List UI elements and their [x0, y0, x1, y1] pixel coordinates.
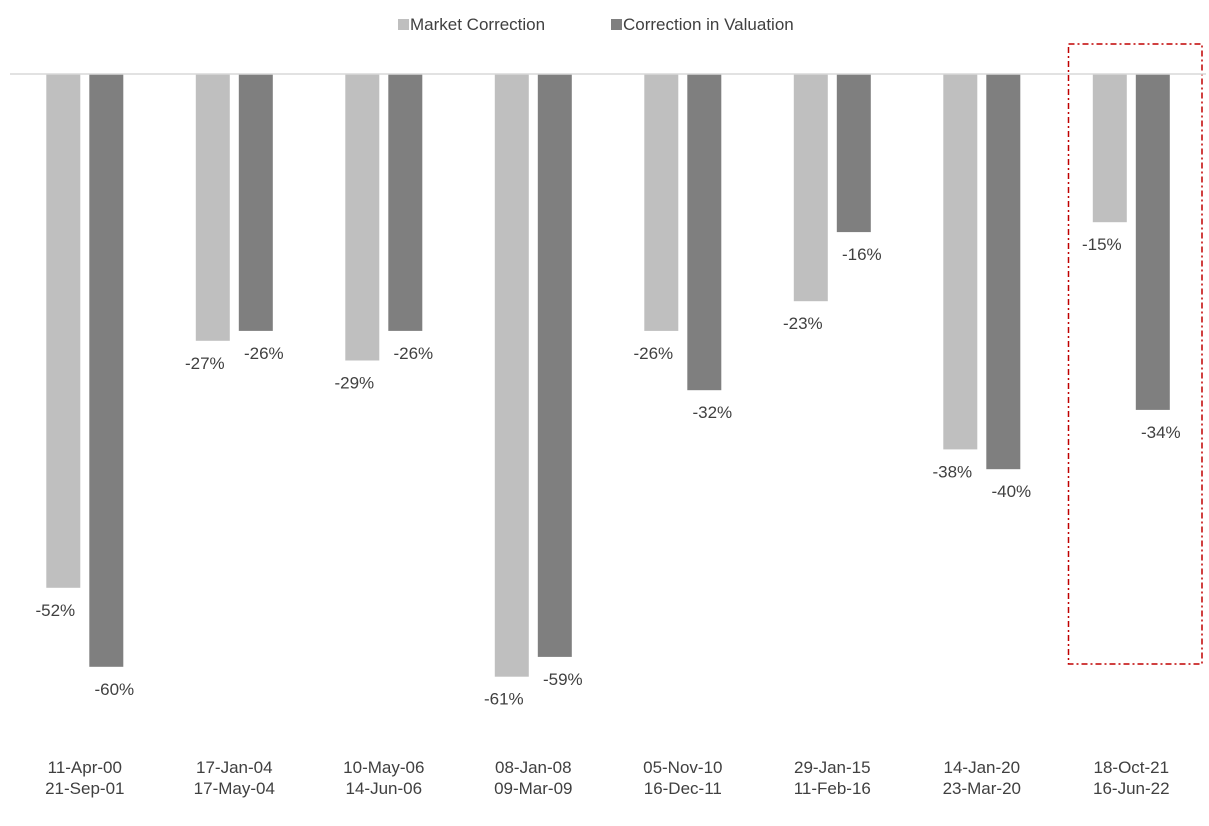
value-label-market-3: -29%: [334, 374, 374, 393]
bar-valuation-1: [89, 74, 124, 667]
category-labels-group: 11-Apr-00 21-Sep-01 17-Jan-04 17-May-04 10-M…: [45, 758, 1169, 798]
value-label-market-6: -23%: [783, 314, 823, 333]
category-label-3-1: 10-May-06: [343, 758, 424, 777]
bar-market-4: [494, 74, 529, 677]
bars-group: [46, 74, 1170, 677]
value-label-valuation-1: -60%: [94, 680, 134, 699]
category-label-1-2: 21-Sep-01: [45, 779, 124, 798]
bar-market-2: [195, 74, 230, 341]
bar-market-8: [1092, 74, 1127, 223]
category-label-5-2: 16-Dec-11: [644, 779, 722, 798]
value-label-valuation-8: -34%: [1141, 423, 1181, 442]
value-label-valuation-6: -16%: [842, 245, 882, 264]
bar-market-7: [943, 74, 978, 450]
category-label-2-2: 17-May-04: [194, 779, 275, 798]
highlight-box: [1067, 43, 1203, 665]
value-label-valuation-5: -32%: [692, 403, 732, 422]
category-label-6-2: 11-Feb-16: [794, 779, 871, 798]
value-label-market-4: -61%: [484, 690, 524, 709]
bar-valuation-7: [986, 74, 1021, 470]
category-label-8-1: 18-Oct-21: [1094, 758, 1170, 777]
category-label-3-2: 14-Jun-06: [346, 779, 423, 798]
bar-valuation-2: [238, 74, 273, 331]
value-label-market-2: -27%: [185, 354, 225, 373]
category-label-4-2: 09-Mar-09: [494, 779, 572, 798]
value-labels-group: -52% -60% -27% -26% -29% -26% -61% -59% -26% -32%…: [35, 235, 1180, 709]
value-label-valuation-2: -26%: [244, 344, 284, 363]
legend-label-2: Correction in Valuation: [623, 15, 794, 34]
bar-valuation-5: [687, 74, 722, 391]
bar-market-6: [793, 74, 828, 302]
value-label-market-5: -26%: [633, 344, 673, 363]
category-label-8-2: 16-Jun-22: [1093, 779, 1170, 798]
value-label-valuation-4: -59%: [543, 670, 583, 689]
value-label-valuation-7: -40%: [991, 482, 1031, 501]
legend: Market Correction Correction in Valuation: [398, 15, 794, 34]
highlight-group: [1067, 43, 1203, 665]
value-label-market-1: -52%: [35, 601, 75, 620]
category-label-4-1: 08-Jan-08: [495, 758, 572, 777]
bar-valuation-4: [537, 74, 572, 657]
bar-market-1: [46, 74, 81, 588]
category-label-1-1: 11-Apr-00: [48, 758, 122, 777]
category-label-7-1: 14-Jan-20: [944, 758, 1021, 777]
bar-valuation-6: [836, 74, 871, 233]
bar-valuation-8: [1135, 74, 1170, 410]
category-label-5-1: 05-Nov-10: [643, 758, 722, 777]
category-label-6-1: 29-Jan-15: [794, 758, 871, 777]
legend-label-1: Market Correction: [410, 15, 545, 34]
bar-market-5: [644, 74, 679, 331]
bar-market-3: [345, 74, 380, 361]
category-label-7-2: 23-Mar-20: [943, 779, 1021, 798]
value-label-valuation-3: -26%: [393, 344, 433, 363]
value-label-market-7: -38%: [932, 462, 972, 481]
bar-valuation-3: [388, 74, 423, 331]
value-label-market-8: -15%: [1082, 235, 1122, 254]
legend-swatch-2: [611, 19, 622, 30]
legend-swatch-1: [398, 19, 409, 30]
category-label-2-1: 17-Jan-04: [196, 758, 273, 777]
